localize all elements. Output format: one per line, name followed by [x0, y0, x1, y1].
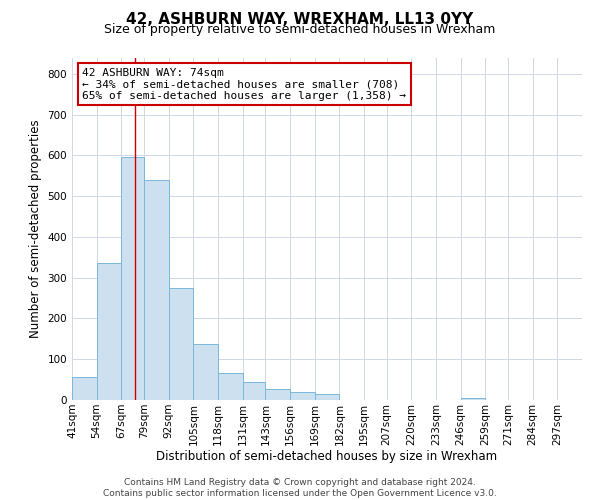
Bar — [97, 264, 121, 400]
Text: 42 ASHBURN WAY: 74sqm
← 34% of semi-detached houses are smaller (708)
65% of sem: 42 ASHBURN WAY: 74sqm ← 34% of semi-deta… — [82, 68, 406, 101]
Bar — [72, 377, 97, 400]
Bar — [242, 382, 265, 400]
Bar — [290, 392, 314, 400]
Bar — [121, 158, 144, 400]
Bar — [265, 388, 290, 400]
Text: Size of property relative to semi-detached houses in Wrexham: Size of property relative to semi-detach… — [104, 22, 496, 36]
Bar — [169, 288, 193, 400]
Bar — [461, 398, 485, 400]
Bar — [193, 344, 218, 400]
Bar — [218, 374, 242, 400]
X-axis label: Distribution of semi-detached houses by size in Wrexham: Distribution of semi-detached houses by … — [157, 450, 497, 464]
Bar — [314, 394, 340, 400]
Text: Contains HM Land Registry data © Crown copyright and database right 2024.
Contai: Contains HM Land Registry data © Crown c… — [103, 478, 497, 498]
Y-axis label: Number of semi-detached properties: Number of semi-detached properties — [29, 120, 42, 338]
Bar — [144, 180, 169, 400]
Text: 42, ASHBURN WAY, WREXHAM, LL13 0YY: 42, ASHBURN WAY, WREXHAM, LL13 0YY — [127, 12, 473, 28]
